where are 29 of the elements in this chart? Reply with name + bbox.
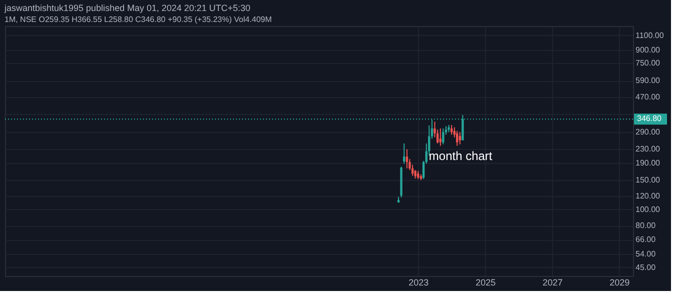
candlestick — [406, 148, 408, 169]
candlestick — [442, 128, 444, 145]
y-tick-label: 290.00 — [636, 128, 661, 137]
candlestick — [456, 130, 458, 146]
candlestick — [458, 132, 462, 145]
chart-title: jaswantbishtuk1995 published May 01, 2024 20:21 UTC+5:30 — [4, 3, 250, 13]
y-tick-label: 120.00 — [636, 192, 661, 201]
y-tick-label: 100.00 — [636, 204, 661, 214]
y-tick-label: 80.00 — [636, 221, 656, 230]
x-tick-label: 2027 — [542, 278, 563, 288]
x-tick-label: 2023 — [408, 278, 429, 288]
y-tick-label: 66.00 — [636, 235, 656, 244]
y-tick-label: 230.00 — [636, 144, 661, 154]
candlestick — [439, 128, 442, 146]
y-tick-label: 45.00 — [636, 262, 656, 272]
x-tick-label: 2025 — [476, 278, 496, 288]
y-tick-label: 150.00 — [636, 176, 661, 184]
x-tick-label: 2029 — [610, 278, 630, 288]
y-tick-label: 190.00 — [636, 158, 661, 168]
candlestick — [403, 142, 406, 164]
y-tick-label: 590.00 — [636, 76, 661, 86]
ref-line-label: 346.80 — [637, 114, 662, 124]
y-tick-label: 54.00 — [636, 250, 656, 259]
chart-subtitle: 1M, NSE O259.35 H366.55 L258.80 C346.80 +90.35 (+35.23%) Vol4.409M — [4, 15, 272, 24]
y-tick-label: 900.00 — [636, 45, 661, 54]
annotation: month chart — [428, 149, 493, 163]
y-tick-label: 750.00 — [636, 58, 661, 68]
y-tick-label: 1100.00 — [636, 30, 664, 40]
y-tick-label: 470.00 — [636, 92, 661, 102]
